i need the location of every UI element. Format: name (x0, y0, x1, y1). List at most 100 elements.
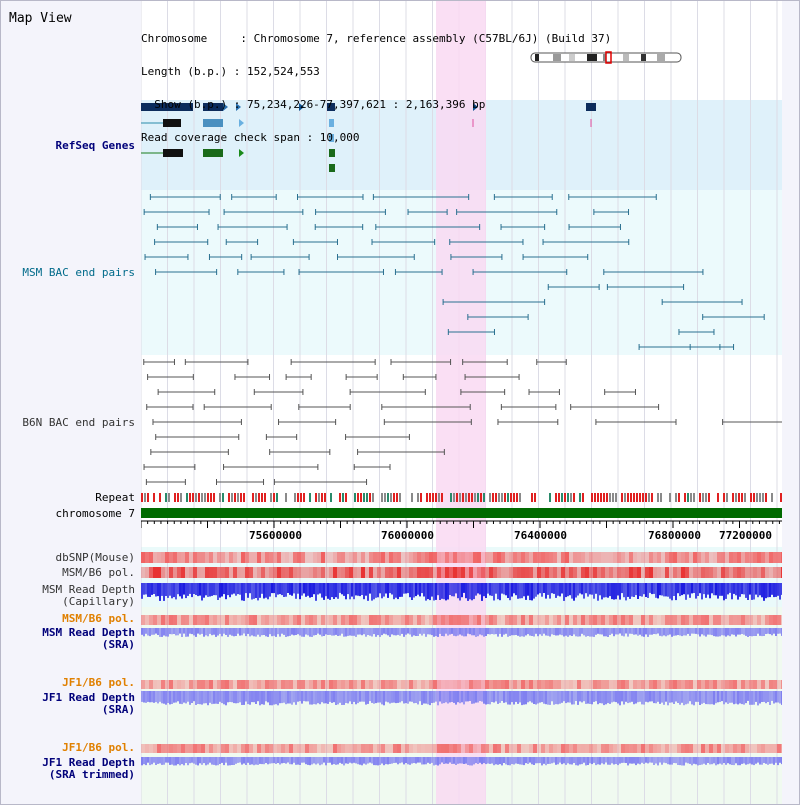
track-label-msm-depth-capillary[interactable]: MSM Read Depth (Capillary) (42, 583, 135, 608)
repeat-element (657, 493, 659, 502)
read-depth-bar (203, 757, 205, 764)
read-depth-bar (705, 628, 707, 637)
pol-density-cell (465, 552, 469, 563)
read-depth-bar (451, 757, 453, 764)
read-depth-bar (235, 583, 237, 596)
read-depth-bar (671, 757, 673, 765)
read-depth-bar (343, 583, 345, 596)
read-depth-bar (153, 628, 155, 635)
pol-density-cell (761, 680, 765, 689)
pol-density-cell (233, 567, 237, 578)
read-depth-bar (305, 583, 307, 597)
read-depth-bar (505, 757, 507, 765)
track-label-jf1-depth-trimmed[interactable]: JF1 Read Depth (SRA trimmed) (42, 756, 135, 781)
genome-browser-canvas[interactable] (141, 1, 782, 804)
track-label-b6n-bac[interactable]: B6N BAC end pairs (22, 416, 135, 429)
read-depth-bar (391, 583, 393, 595)
read-depth-bar (241, 691, 243, 705)
pol-density-cell (221, 615, 225, 625)
read-depth-bar (413, 691, 415, 704)
pol-density-cell (537, 567, 541, 578)
read-depth-bar (777, 628, 779, 634)
pol-density-cell (537, 680, 541, 689)
read-depth-bar (619, 628, 621, 634)
track-graphics[interactable] (141, 1, 782, 804)
track-label-msm-b6-pol[interactable]: MSM/B6 pol. (62, 566, 135, 579)
repeat-element (699, 493, 701, 502)
read-depth-bar (405, 628, 407, 635)
read-depth-bar (343, 628, 345, 637)
read-depth-bar (569, 583, 571, 596)
read-depth-bar (221, 757, 223, 763)
read-depth-bar (179, 691, 181, 704)
pol-density-cell (449, 680, 453, 689)
read-depth-bar (529, 757, 531, 763)
read-depth-bar (381, 691, 383, 705)
pol-density-cell (457, 615, 461, 625)
read-depth-bar (285, 691, 287, 705)
pol-density-cell (357, 744, 361, 753)
read-depth-bar (539, 757, 541, 764)
read-depth-bar (673, 757, 675, 763)
read-depth-bar (519, 628, 521, 637)
track-label-jf1-b6-pol-2[interactable]: JF1/B6 pol. (62, 741, 135, 754)
track-label-repeat[interactable]: Repeat (95, 491, 135, 504)
pol-density-cell (545, 567, 549, 578)
read-depth-bar (771, 691, 773, 701)
read-depth-bar (311, 691, 313, 705)
read-depth-bar (455, 628, 457, 637)
track-label-jf1-depth-sra[interactable]: JF1 Read Depth (SRA) (42, 691, 135, 716)
read-depth-bar (603, 628, 605, 637)
read-depth-bar (583, 628, 585, 636)
track-label-msm-bac[interactable]: MSM BAC end pairs (22, 266, 135, 279)
read-depth-bar (495, 583, 497, 594)
read-depth-bar (593, 583, 595, 599)
pol-density-cell (225, 552, 229, 563)
track-label-refseq[interactable]: RefSeq Genes (55, 139, 135, 152)
read-depth-bar (399, 757, 401, 764)
read-depth-bar (213, 628, 215, 635)
read-depth-bar (781, 691, 782, 705)
pol-density-cell (505, 744, 509, 753)
read-depth-bar (277, 583, 279, 595)
read-depth-bar (515, 628, 517, 635)
pol-density-cell (477, 744, 481, 753)
read-depth-bar (529, 583, 531, 601)
read-depth-bar (269, 757, 271, 764)
pol-density-cell (185, 680, 189, 689)
pol-density-cell (429, 567, 433, 578)
read-depth-bar (245, 691, 247, 702)
pol-density-cell (493, 615, 497, 625)
read-depth-bar (469, 628, 471, 635)
read-depth-bar (463, 757, 465, 764)
read-depth-bar (733, 583, 735, 594)
track-label-msm-depth-sra[interactable]: MSM Read Depth (SRA) (42, 626, 135, 651)
read-depth-bar (679, 691, 681, 705)
read-depth-bar (327, 691, 329, 704)
read-depth-bar (397, 583, 399, 600)
track-label-jf1-b6-pol[interactable]: JF1/B6 pol. (62, 676, 135, 689)
pol-density-cell (413, 567, 417, 578)
read-depth-bar (719, 757, 721, 764)
track-label-dbsnp[interactable]: dbSNP(Mouse) (55, 551, 135, 564)
pol-density-cell (449, 744, 453, 753)
pol-density-cell (485, 615, 489, 625)
read-depth-bar (377, 628, 379, 636)
pol-density-cell (345, 615, 349, 625)
pol-density-cell (749, 744, 753, 753)
read-depth-bar (601, 691, 603, 704)
track-label-msm-b6-pol-2[interactable]: MSM/B6 pol. (62, 612, 135, 625)
read-depth-bar (773, 628, 775, 634)
read-depth-bar (217, 628, 219, 636)
refseq-gene (329, 134, 334, 142)
read-depth-bar (633, 583, 635, 597)
read-depth-bar (647, 757, 649, 764)
read-depth-bar (475, 691, 477, 703)
pol-density-cell (261, 615, 265, 625)
repeat-element (168, 493, 170, 502)
read-depth-bar (161, 583, 163, 596)
read-depth-bar (389, 691, 391, 704)
read-depth-bar (541, 757, 543, 766)
pol-density-cell (725, 615, 729, 625)
pol-density-cell (609, 552, 613, 563)
